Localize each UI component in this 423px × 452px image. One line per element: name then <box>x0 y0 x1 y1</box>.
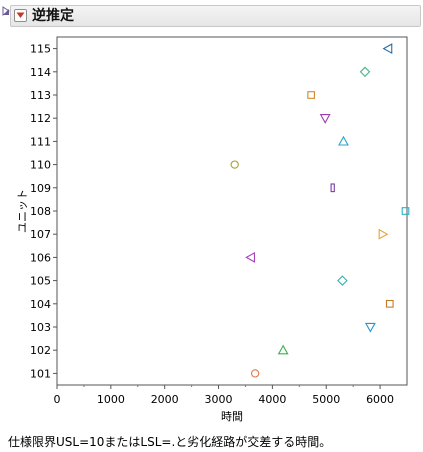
x-tick-label: 0 <box>54 393 61 406</box>
y-tick-label: 109 <box>30 182 51 195</box>
x-tick-label: 1000 <box>97 393 125 406</box>
y-tick-label: 104 <box>30 298 51 311</box>
outline-title-bar: 逆推定 <box>10 5 421 27</box>
y-tick-label: 103 <box>30 321 51 334</box>
data-point <box>338 135 349 146</box>
y-tick-label: 115 <box>30 43 51 56</box>
x-tick-label: 5000 <box>312 393 340 406</box>
data-point <box>251 369 260 378</box>
y-axis-title: ユニット <box>16 189 29 233</box>
y-tick-label: 110 <box>30 159 51 172</box>
data-point <box>307 91 316 99</box>
red-triangle-menu-button[interactable] <box>14 9 27 22</box>
x-axis-title: 時間 <box>221 410 243 423</box>
data-point <box>277 344 289 355</box>
y-tick-label: 108 <box>30 205 51 218</box>
data-point <box>378 228 389 240</box>
y-tick-label: 114 <box>30 66 51 79</box>
x-tick-label: 6000 <box>366 393 394 406</box>
x-tick-label: 2000 <box>151 393 179 406</box>
data-point <box>330 183 335 193</box>
y-tick-label: 111 <box>30 135 51 148</box>
y-tick-label: 101 <box>30 367 51 380</box>
disclosure-triangle-icon[interactable] <box>2 6 10 16</box>
y-tick-label: 107 <box>30 228 51 241</box>
y-tick-label: 113 <box>30 89 51 102</box>
data-point <box>230 160 239 169</box>
data-point <box>245 251 255 263</box>
data-point <box>359 66 371 78</box>
x-tick-label: 4000 <box>258 393 286 406</box>
outline-title: 逆推定 <box>32 8 74 24</box>
data-point <box>364 322 376 333</box>
chevron-down-icon <box>16 12 25 18</box>
y-tick-label: 105 <box>30 275 51 288</box>
data-point <box>382 43 393 55</box>
x-tick-label: 3000 <box>205 393 233 406</box>
data-point <box>385 299 394 308</box>
footnote: 仕様限界USL=10またはLSL=.と劣化経路が交差する時間。 <box>8 435 332 449</box>
y-tick-label: 106 <box>30 251 51 264</box>
data-point <box>319 114 331 124</box>
y-tick-label: 112 <box>30 112 51 125</box>
y-tick-label: 102 <box>30 344 51 357</box>
scatter-plot: 0 1000 2000 3000 4000 5000 6000 101 102 103 104 105… <box>16 36 410 423</box>
report-outline-header: 逆推定 <box>0 4 423 28</box>
plot-frame <box>56 36 408 386</box>
data-point <box>337 275 348 286</box>
data-point <box>401 207 410 215</box>
